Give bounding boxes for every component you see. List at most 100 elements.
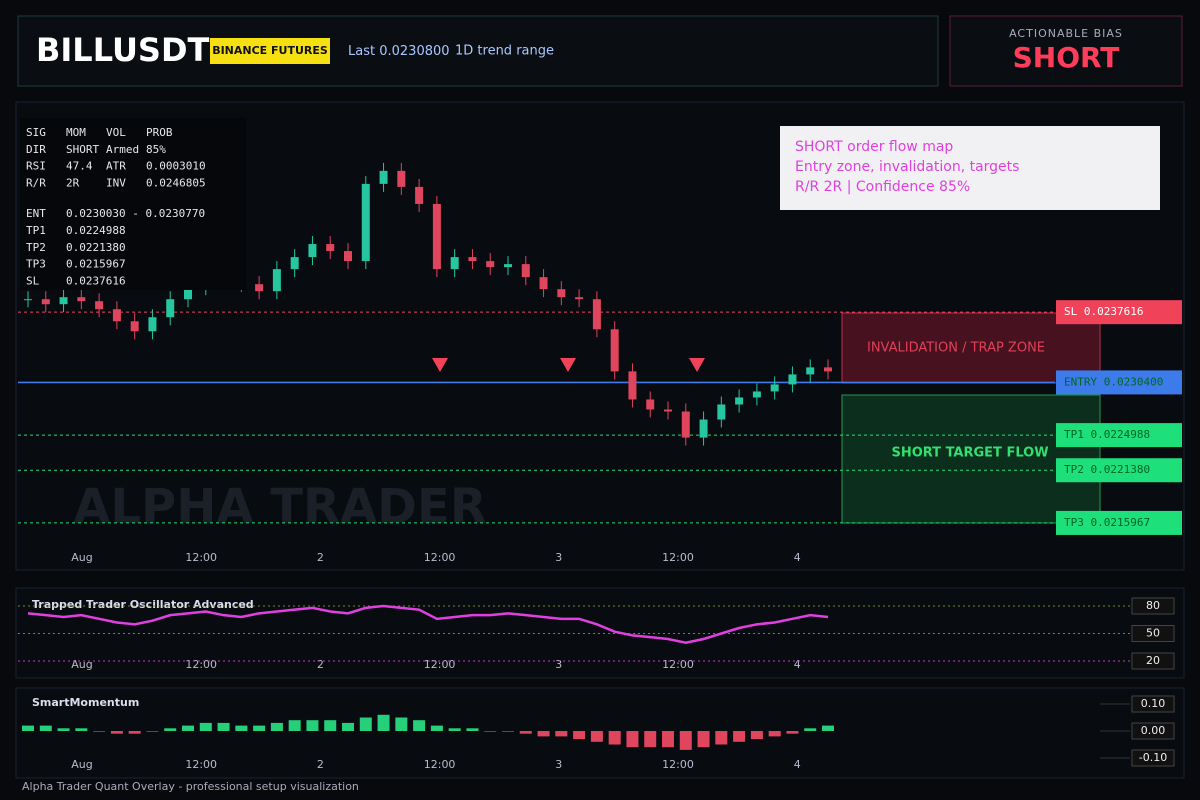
- tick-box: [1131, 597, 1175, 615]
- momentum-bar: [644, 731, 657, 748]
- momentum-bar: [697, 731, 710, 748]
- momentum-bar: [57, 728, 70, 731]
- last-value: 0.0230800: [379, 44, 449, 59]
- momentum-bar: [164, 728, 177, 731]
- y-tick-label: 20: [1146, 654, 1160, 667]
- candle: [735, 397, 744, 405]
- info-cell: TP1: [26, 224, 46, 237]
- level-tag: [1056, 458, 1182, 483]
- candle: [130, 321, 139, 332]
- exchange: BINANCE FUTURES: [212, 44, 328, 57]
- x-tick-label: 12:00: [424, 758, 456, 771]
- level-price: 0.0221380: [1091, 463, 1151, 476]
- info-cell: ATR: [106, 160, 126, 173]
- momentum-bar: [75, 728, 88, 731]
- y-tick-label: 50: [1146, 627, 1160, 640]
- candle: [184, 287, 192, 300]
- candle: [504, 264, 512, 268]
- momentum-bar: [93, 731, 106, 732]
- bias-value: SHORT: [1013, 41, 1120, 74]
- momentum-bar: [679, 731, 692, 750]
- y-tick-label: -0.10: [1139, 751, 1167, 764]
- candle: [752, 391, 761, 398]
- tick-box: [1131, 695, 1175, 713]
- candle: [539, 277, 548, 290]
- momentum-bar: [768, 731, 781, 737]
- candle: [24, 299, 32, 301]
- x-tick-label: 12:00: [424, 551, 456, 564]
- x-tick-label: 3: [555, 658, 562, 671]
- info-cell: SIG: [26, 126, 46, 139]
- info-cell: VOL: [106, 126, 126, 139]
- info-cell: RSI: [26, 160, 46, 173]
- info-cell: 0.0230030 - 0.0230770: [66, 207, 205, 220]
- momentum-bar: [822, 725, 834, 731]
- momentum-bar: [395, 717, 408, 731]
- last-price: Last 0.0230800: [348, 44, 450, 59]
- level-name: TP1: [1064, 428, 1084, 441]
- oscillator-title: Trapped Trader Oscillator Advanced: [32, 598, 254, 611]
- x-tick-label: 2: [317, 551, 324, 564]
- x-tick-label: 3: [555, 758, 562, 771]
- info-cell: 0.0215967: [66, 258, 126, 271]
- candle: [290, 257, 299, 270]
- momentum-bar: [288, 720, 301, 731]
- info-cell: INV: [106, 176, 126, 189]
- momentum-bar: [733, 731, 746, 742]
- momentum-bar: [110, 731, 123, 734]
- bias-box: [949, 15, 1183, 87]
- candle: [664, 409, 672, 412]
- candle: [592, 299, 601, 330]
- info-cell: R/R: [26, 176, 46, 189]
- level-tag: [1056, 300, 1182, 325]
- candle: [717, 404, 726, 420]
- info-cell: 0.0246805: [146, 176, 206, 189]
- candle: [361, 183, 370, 262]
- watermark: ALPHA TRADER: [73, 479, 486, 535]
- momentum-bar: [590, 731, 603, 742]
- momentum-bar: [182, 725, 194, 731]
- candle: [166, 299, 175, 318]
- exchange-badge: [210, 38, 330, 64]
- momentum-bar: [377, 714, 390, 731]
- level-name: ENTRY: [1064, 375, 1097, 388]
- bias-label: ACTIONABLE BIAS: [1009, 27, 1123, 40]
- momentum-bar: [413, 720, 426, 731]
- info-cell: ENT: [26, 207, 46, 220]
- info-cell: 0.0237616: [66, 274, 126, 287]
- info-cell: Armed: [106, 143, 139, 156]
- candle: [788, 374, 797, 385]
- level-price: 0.0237616: [1084, 305, 1144, 318]
- momentum-bar: [199, 722, 212, 731]
- level-tag: [1056, 370, 1182, 395]
- x-tick-label: 3: [555, 551, 562, 564]
- x-tick-label: 2: [317, 658, 324, 671]
- level-label: TP2 0.0221380: [1064, 463, 1150, 476]
- info-rows: SIG MOM VOL PROB DIR SHORT Armed 85% RSI 47.4 ATR 0…: [26, 126, 206, 287]
- momentum-title: SmartMomentum: [32, 696, 139, 709]
- note-lines: SHORT order flow map Entry zone, invalida…: [795, 139, 1019, 195]
- momentum-bar: [324, 720, 337, 731]
- candle: [148, 317, 157, 332]
- last-label: Last: [348, 44, 375, 59]
- momentum-bar: [786, 731, 799, 734]
- momentum-bar: [555, 731, 568, 737]
- candle: [557, 289, 566, 298]
- momentum-bar: [22, 725, 34, 731]
- symbol: BILLUSDT: [36, 31, 210, 69]
- candle: [806, 367, 815, 375]
- momentum-bar: [804, 728, 817, 731]
- momentum-bar: [448, 728, 461, 731]
- tick-box: [1131, 749, 1175, 767]
- candle: [112, 309, 121, 322]
- candle: [379, 170, 388, 184]
- info-cell: TP3: [26, 258, 46, 271]
- candle: [521, 264, 530, 278]
- x-tick-label: Aug: [71, 758, 92, 771]
- candle: [681, 411, 690, 438]
- candle: [468, 257, 477, 262]
- momentum-bar: [715, 731, 728, 745]
- candle: [77, 297, 86, 302]
- candle: [699, 419, 708, 438]
- momentum-bar: [466, 728, 479, 731]
